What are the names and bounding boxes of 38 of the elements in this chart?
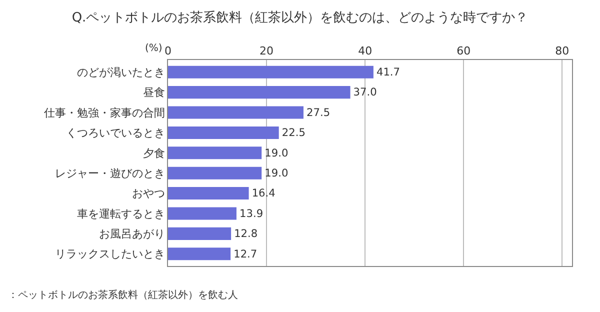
bar — [168, 106, 304, 119]
data-label: 12.8 — [234, 228, 258, 240]
data-label: 41.7 — [376, 66, 400, 78]
y-tick-label: のどが渇いたとき — [76, 66, 165, 79]
x-axis-title: (%) — [145, 43, 162, 54]
chart-title: Q.ペットボトルのお茶系飲料（紅茶以外）を飲むのは、どのような時ですか？ — [72, 10, 528, 26]
bar — [168, 146, 262, 160]
y-tick-label: リラックスしたいとき — [54, 248, 165, 261]
bar — [168, 248, 231, 260]
text: ：ペットボトルのお茶系飲料（紅茶以外）を飲む人 — [8, 289, 238, 301]
x-tick-label: 40 — [358, 44, 372, 58]
bar — [168, 187, 249, 200]
data-label: 27.5 — [306, 106, 330, 119]
x-tick-label: 60 — [456, 44, 471, 58]
y-tick-label: 車を運転するとき — [76, 207, 165, 220]
data-label: 19.0 — [264, 167, 288, 180]
y-tick-label: レジャー・遊びのとき — [54, 166, 165, 180]
bar — [168, 166, 262, 180]
x-tick-label: 80 — [555, 44, 570, 58]
y-tick-label: 昼食 — [142, 86, 165, 100]
data-label: 22.5 — [282, 127, 306, 140]
bar — [168, 66, 374, 78]
data-label: 12.7 — [234, 248, 258, 260]
data-label: 13.9 — [239, 208, 264, 220]
y-tick-label: 夕食 — [142, 146, 165, 160]
bar — [168, 227, 232, 240]
y-tick-label: おやつ — [132, 187, 165, 200]
x-tick-label: 0 — [164, 44, 172, 58]
bar — [168, 86, 350, 99]
bar — [168, 207, 236, 220]
y-tick-label: くつろいでいるとき — [66, 126, 165, 140]
y-tick-label: 仕事・勉強・家事の合間 — [44, 106, 165, 120]
y-tick-label: お風呂あがり — [98, 228, 165, 241]
data-label: 19.0 — [264, 147, 288, 160]
bar — [168, 126, 279, 139]
x-tick-label: 20 — [260, 44, 274, 58]
data-label: 37.0 — [353, 86, 378, 99]
data-label: 16.4 — [252, 188, 276, 200]
